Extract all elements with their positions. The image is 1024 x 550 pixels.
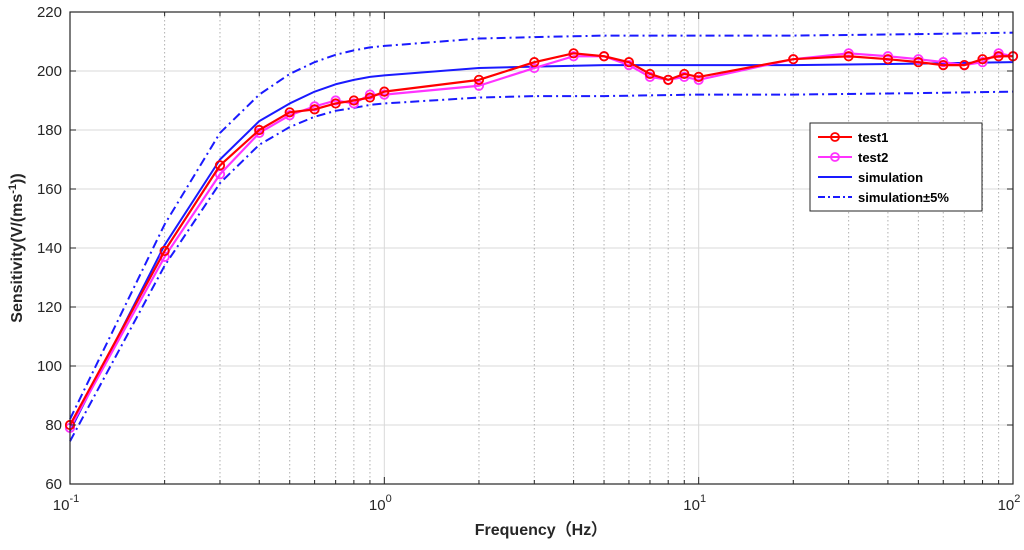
- series-1-point: [993, 51, 1004, 62]
- ticks-layer: [69, 11, 1014, 485]
- series-2-point: [364, 89, 376, 100]
- series-2-point: [348, 98, 359, 109]
- series-1-point: [364, 92, 376, 103]
- legend-label: simulation: [858, 170, 923, 185]
- grid-x: [164, 12, 1000, 484]
- series-2-point: [568, 51, 579, 62]
- legend-label: test1: [858, 130, 888, 145]
- y-tick-label: 220: [37, 4, 62, 21]
- series-line-3: [69, 61, 1014, 432]
- series-1-point: [309, 104, 320, 115]
- series-1-point: [473, 74, 485, 85]
- x-tick-label: 102: [998, 493, 1021, 514]
- series-2-point: [843, 48, 854, 59]
- series-1-point: [159, 245, 170, 257]
- series-1-point: [693, 71, 704, 83]
- series-1-point: [379, 86, 390, 97]
- series-line-4: [69, 31, 1014, 420]
- series-1-point: [663, 74, 674, 85]
- y-tick-label: 160: [37, 181, 62, 198]
- series-2-point: [529, 62, 540, 74]
- series-1-point: [959, 59, 970, 71]
- y-tick-label: 100: [37, 358, 62, 375]
- series-1-point: [284, 107, 295, 118]
- series-2-point: [913, 54, 924, 65]
- series-2-point: [379, 89, 390, 100]
- series-1-point: [254, 124, 265, 136]
- y-tick-labels: 60 80 100 120 140 160 180 200 220: [37, 4, 62, 493]
- series-1-point: [843, 51, 854, 62]
- series-1-point: [623, 57, 635, 68]
- series-2-point: [330, 95, 341, 106]
- y-tick-label: 180: [37, 122, 62, 139]
- legend-marker: [830, 132, 840, 142]
- series-1-point: [598, 51, 610, 62]
- series-1-point: [330, 98, 341, 109]
- y-axis-title: Sensitivity(V/(ms-1)): [7, 173, 26, 322]
- series-2-point: [679, 71, 690, 83]
- legend-label: simulation±5%: [858, 190, 949, 205]
- series-2-point: [309, 101, 320, 112]
- series-2-point: [882, 51, 894, 62]
- series-2-point: [938, 57, 949, 68]
- x-tick-label: 101: [683, 493, 706, 514]
- legend-marker: [830, 152, 840, 162]
- x-tick-label: 100: [369, 493, 392, 514]
- series-1-point: [882, 54, 894, 65]
- series-line-1: [69, 52, 1013, 426]
- series-1-point: [788, 54, 799, 65]
- series-2-point: [473, 80, 485, 91]
- x-tick-label: 10-1: [53, 493, 79, 514]
- x-axis-title: Frequency（Hz）: [475, 521, 607, 539]
- y-tick-label: 200: [37, 63, 62, 80]
- series-layer: [64, 31, 1019, 442]
- legend: test1 test2 simulation simulation±5%: [809, 122, 983, 212]
- series-1-point: [679, 68, 690, 80]
- y-tick-label: 80: [45, 417, 62, 434]
- series-1-point: [348, 95, 359, 106]
- legend-label: test2: [858, 150, 888, 165]
- series-1-point: [644, 68, 656, 80]
- series-1-point: [568, 48, 579, 59]
- series-1-point: [977, 54, 988, 65]
- series-1-point: [938, 59, 949, 71]
- y-tick-label: 60: [45, 476, 62, 493]
- series-2-point: [993, 48, 1004, 59]
- x-tick-labels: 10-1 100 101 102: [53, 493, 1021, 514]
- y-tick-label: 140: [37, 240, 62, 257]
- series-2-point: [977, 57, 988, 68]
- series-1-point: [913, 57, 924, 68]
- series-2-point: [693, 74, 704, 85]
- series-1-point: [529, 57, 540, 68]
- y-tick-label: 120: [37, 299, 62, 316]
- series-1-point: [214, 160, 226, 171]
